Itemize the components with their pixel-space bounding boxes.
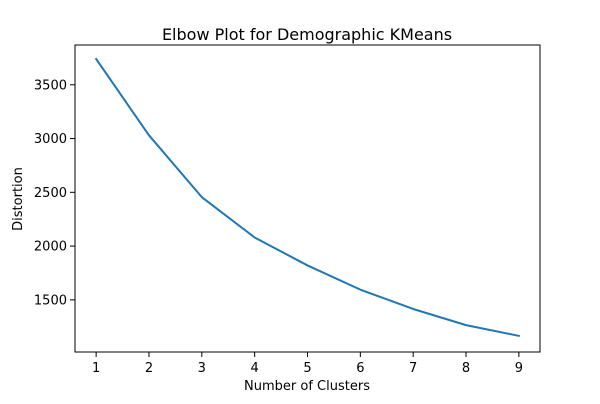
plot-area: 1 2 3 4 5 6 7 8 9 1500 2000 2500 3000 3500 (34, 44, 541, 376)
plot-frame (74, 44, 541, 353)
y-tick-label: 3500 (34, 78, 67, 93)
y-tick-label: 2500 (34, 186, 67, 201)
y-tick-label: 2000 (34, 240, 67, 255)
y-tick-label: 1500 (34, 293, 67, 308)
series-line (94, 57, 521, 338)
y-tick-label: 3000 (34, 132, 67, 147)
chart-title: Elbow Plot for Demographic KMeans (162, 25, 452, 44)
x-tick-label: 7 (409, 361, 417, 376)
x-tick-label: 9 (515, 361, 523, 376)
x-tick-label: 6 (356, 361, 364, 376)
y-axis-label: Distortion (11, 167, 26, 231)
x-tick-label: 5 (303, 361, 311, 376)
x-tick-label: 3 (198, 361, 206, 376)
x-axis-label: Number of Clusters (244, 379, 370, 394)
x-tick-label: 4 (251, 361, 259, 376)
x-tick-label: 2 (145, 361, 153, 376)
x-tick-label: 1 (92, 361, 100, 376)
x-tick-label: 8 (462, 361, 470, 376)
